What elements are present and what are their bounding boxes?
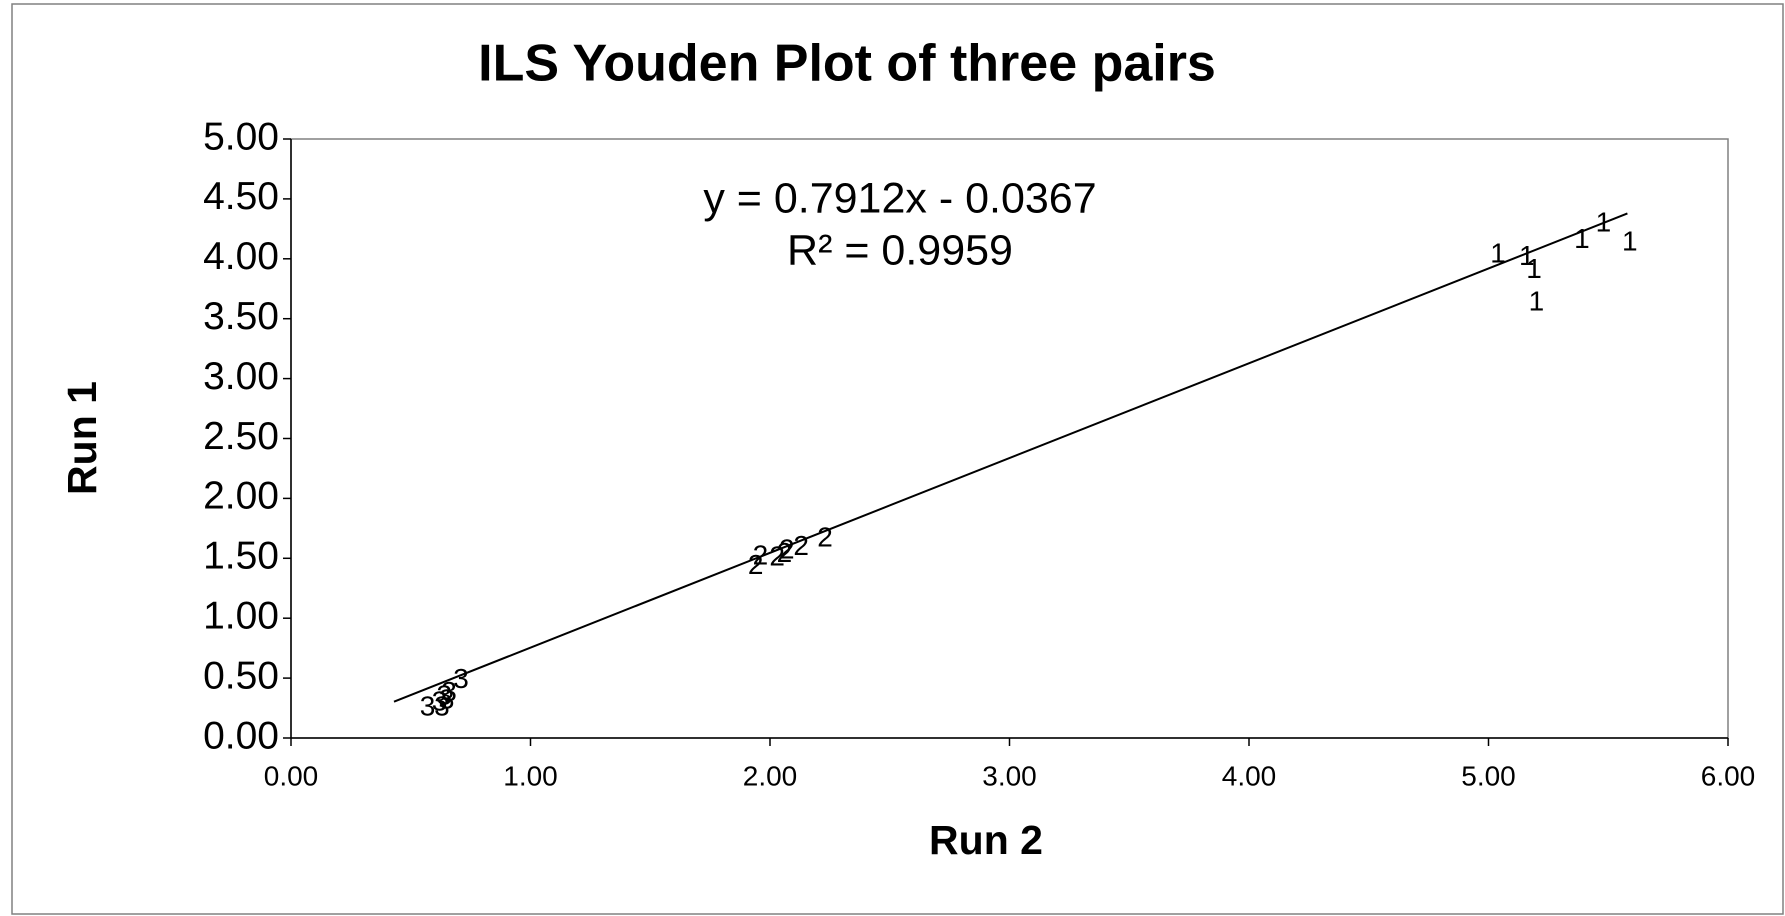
point-marker: 2: [748, 549, 764, 580]
x-tick-label: 5.00: [1461, 760, 1516, 791]
point-marker: 1: [1622, 226, 1638, 257]
point-marker: 3: [439, 683, 455, 714]
point-marker: 1: [1574, 223, 1590, 254]
y-tick-label: 1.00: [203, 594, 279, 637]
chart-border: [11, 3, 1784, 915]
point-marker: 2: [769, 541, 785, 572]
y-tick-label: 0.50: [203, 654, 279, 697]
chart-title: ILS Youden Plot of three pairs: [478, 35, 1216, 93]
point-marker: 3: [432, 686, 448, 717]
point-marker: 3: [441, 676, 457, 707]
annotation: y = 0.7912x - 0.0367: [703, 174, 1096, 222]
y-tick-label: 4.00: [203, 235, 279, 278]
x-tick-label: 0.00: [264, 760, 319, 791]
point-marker: 3: [453, 663, 469, 694]
point-marker: 2: [793, 530, 809, 561]
y-tick-label: 2.50: [203, 415, 279, 458]
x-axis-title: Run 2: [929, 817, 1043, 863]
y-tick-label: 4.50: [203, 175, 279, 218]
y-tick-label: 3.50: [203, 295, 279, 338]
y-axis-title: Run 1: [59, 381, 105, 495]
point-marker: 2: [777, 537, 793, 568]
x-tick-label: 2.00: [743, 760, 798, 791]
point-marker: 1: [1596, 206, 1612, 237]
x-tick-label: 4.00: [1222, 760, 1277, 791]
point-marker: 1: [1529, 286, 1545, 317]
point-marker: 1: [1490, 238, 1506, 269]
point-marker: 1: [1519, 240, 1535, 271]
x-tick-label: 1.00: [503, 760, 558, 791]
point-marker: 1: [1526, 253, 1542, 284]
y-tick-label: 3.00: [203, 355, 279, 398]
point-marker: 2: [817, 522, 833, 553]
point-marker: 3: [434, 690, 450, 721]
x-tick-label: 3.00: [982, 760, 1037, 791]
annotation: R² = 0.9959: [787, 226, 1013, 274]
point-marker: 3: [420, 690, 436, 721]
x-tick-label: 6.00: [1701, 760, 1756, 791]
y-tick-label: 5.00: [203, 115, 279, 158]
y-tick-label: 1.50: [203, 535, 279, 578]
y-tick-label: 0.00: [203, 714, 279, 757]
point-marker: 3: [436, 680, 452, 711]
point-marker: 2: [779, 534, 795, 565]
y-tick-label: 2.00: [203, 475, 279, 518]
trendline: [393, 212, 1628, 703]
point-marker: 2: [753, 539, 769, 570]
